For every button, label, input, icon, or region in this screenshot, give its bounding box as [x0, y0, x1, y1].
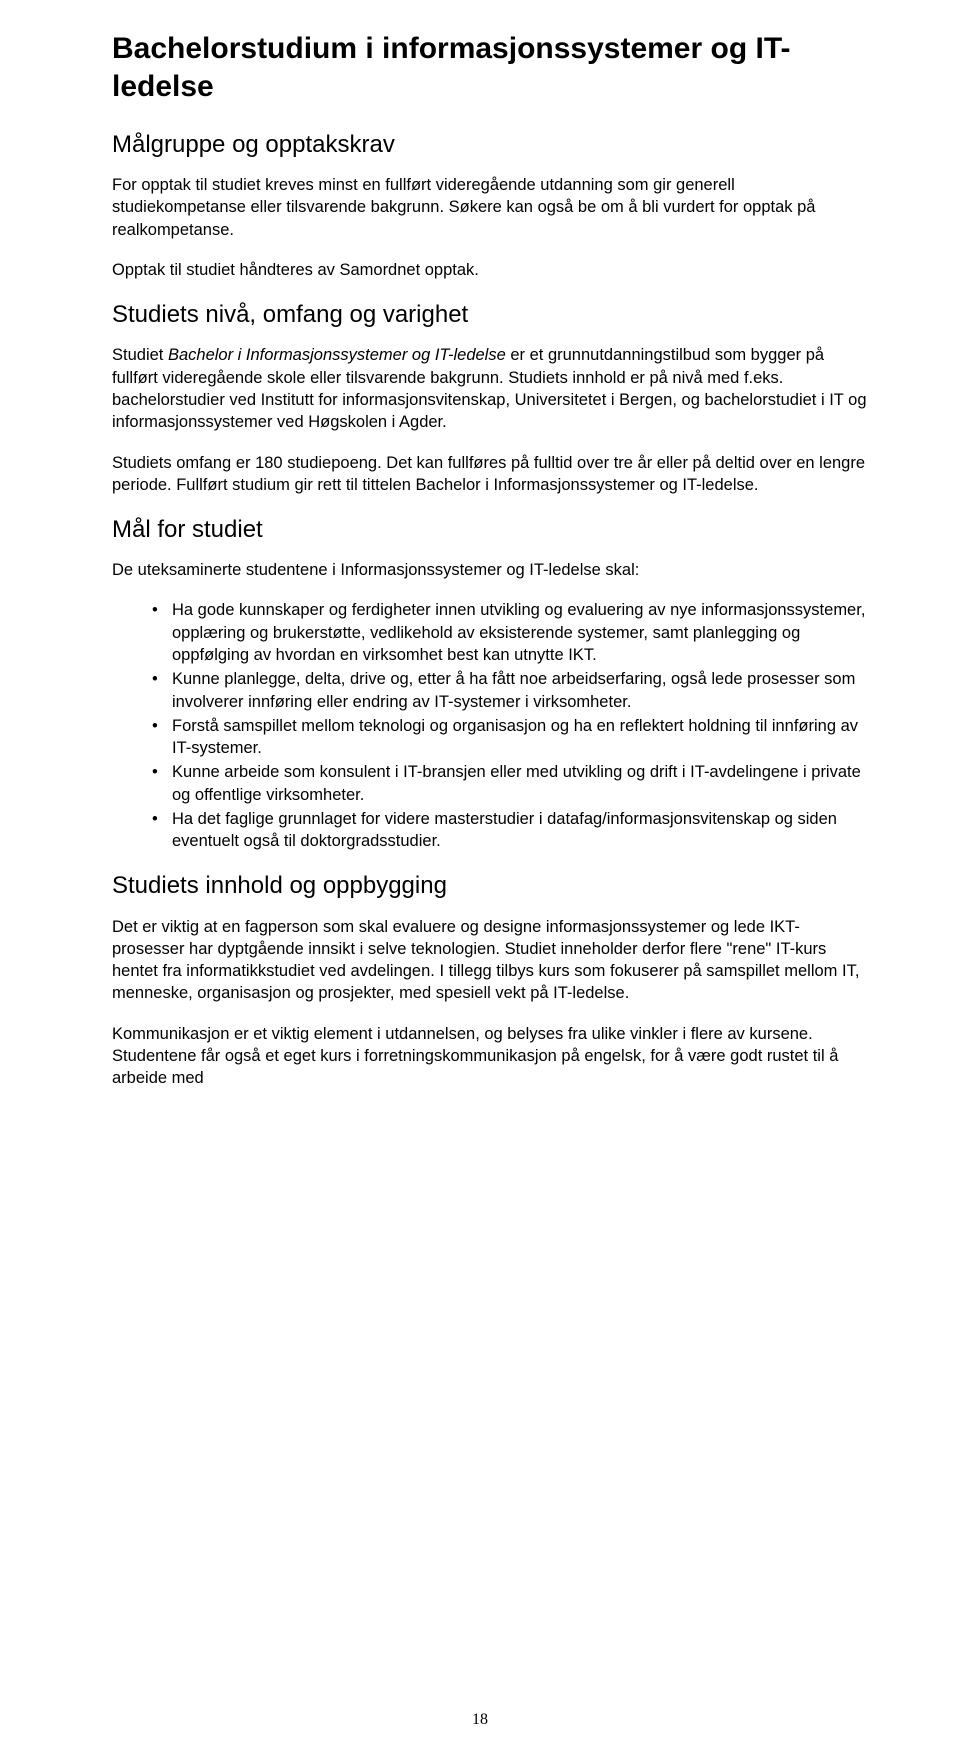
- page-number: 18: [0, 1711, 960, 1729]
- section-heading-goals: Mål for studiet: [112, 514, 868, 545]
- document-page: Bachelorstudium i informasjonssystemer o…: [0, 0, 960, 1755]
- body-paragraph: Studiet Bachelor i Informasjonssystemer …: [112, 344, 868, 433]
- body-paragraph: Studiets omfang er 180 studiepoeng. Det …: [112, 452, 868, 497]
- body-paragraph: Det er viktig at en fagperson som skal e…: [112, 916, 868, 1005]
- bullet-list-goals: Ha gode kunnskaper og ferdigheter innen …: [112, 599, 868, 852]
- body-paragraph: Kommunikasjon er et viktig element i utd…: [112, 1023, 868, 1090]
- body-paragraph: For opptak til studiet kreves minst en f…: [112, 174, 868, 241]
- list-item: Forstå samspillet mellom teknologi og or…: [112, 715, 868, 760]
- body-paragraph: De uteksaminerte studentene i Informasjo…: [112, 559, 868, 581]
- section-heading-content: Studiets innhold og oppbygging: [112, 870, 868, 901]
- list-item: Ha gode kunnskaper og ferdigheter innen …: [112, 599, 868, 666]
- page-title: Bachelorstudium i informasjonssystemer o…: [112, 30, 868, 105]
- body-paragraph: Opptak til studiet håndteres av Samordne…: [112, 259, 868, 281]
- text-run: Studiet: [112, 346, 168, 364]
- section-heading-audience: Målgruppe og opptakskrav: [112, 129, 868, 160]
- list-item: Ha det faglige grunnlaget for videre mas…: [112, 808, 868, 853]
- list-item: Kunne planlegge, delta, drive og, etter …: [112, 668, 868, 713]
- list-item: Kunne arbeide som konsulent i IT-bransje…: [112, 761, 868, 806]
- italic-text: Bachelor i Informasjonssystemer og IT-le…: [168, 346, 506, 364]
- section-heading-level: Studiets nivå, omfang og varighet: [112, 299, 868, 330]
